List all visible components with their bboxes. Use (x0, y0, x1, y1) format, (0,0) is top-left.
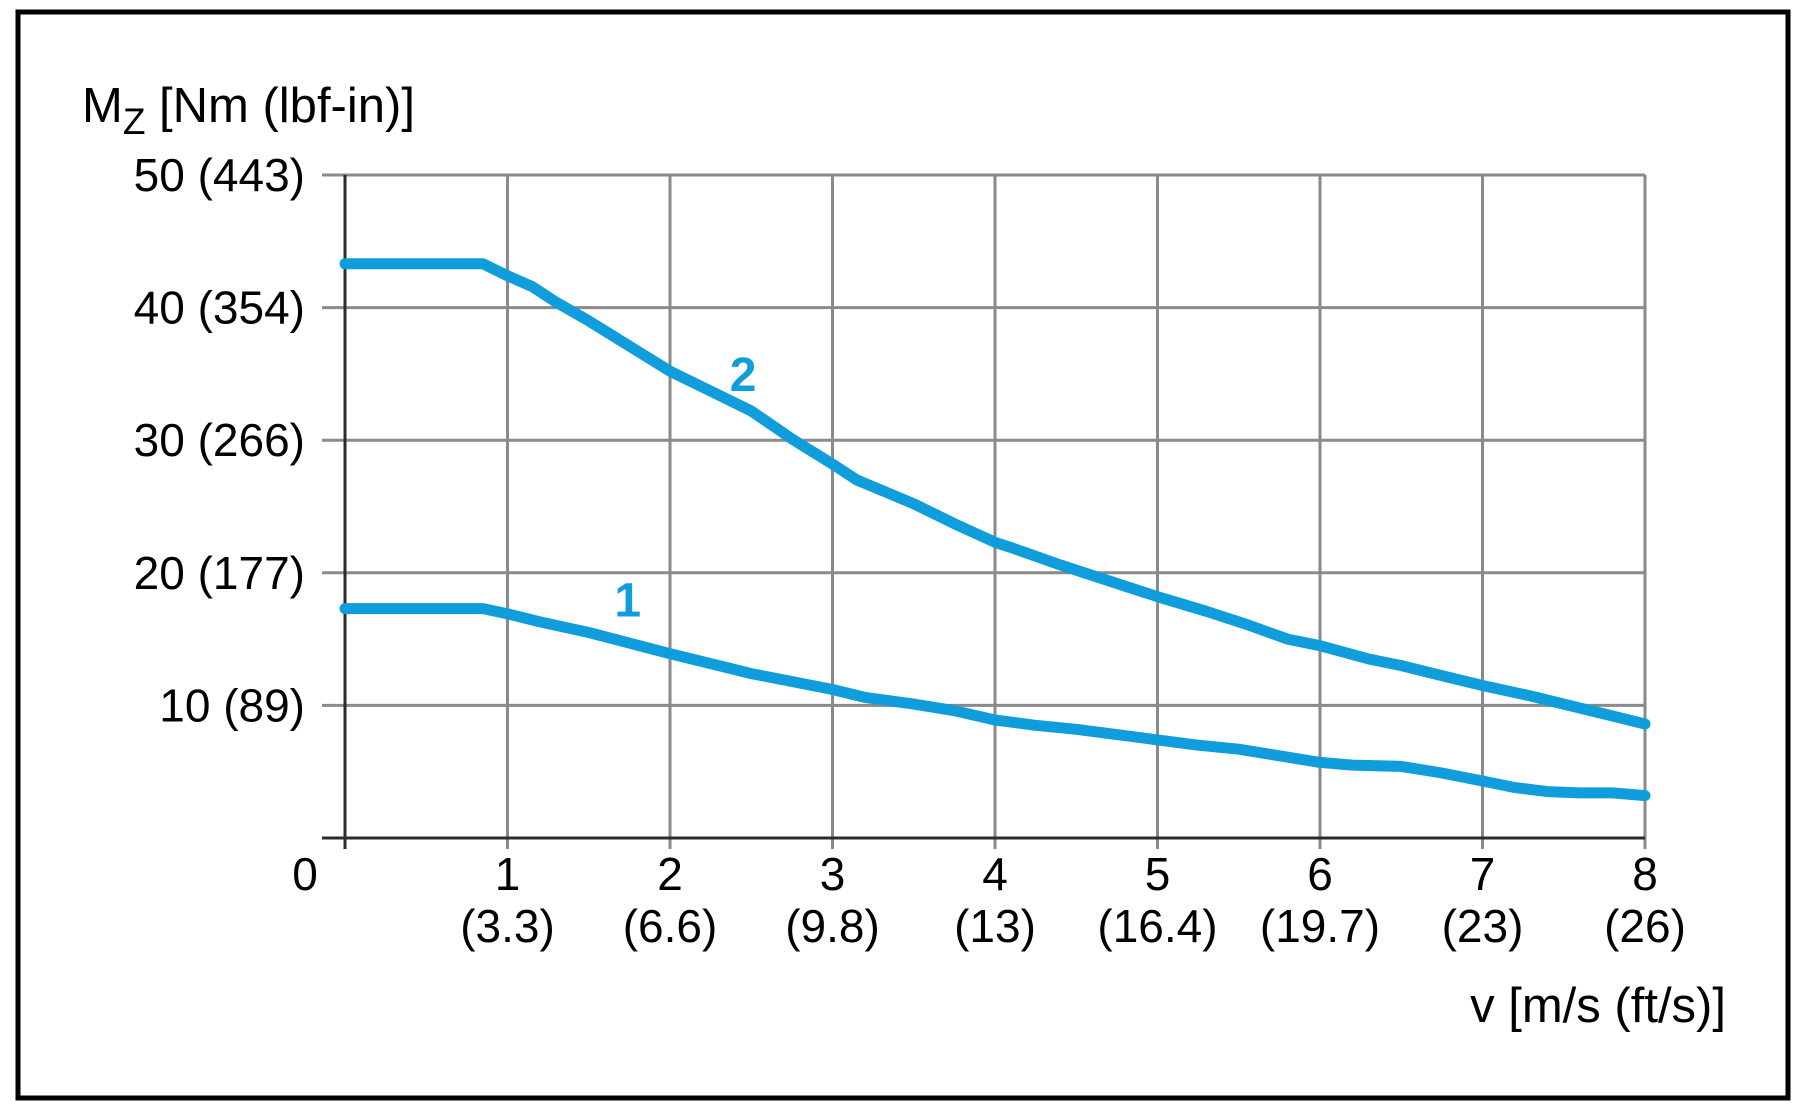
x-tick-label-2: 2 (657, 848, 683, 900)
x-tick-sublabel-2: (6.6) (623, 900, 718, 952)
x-axis-title: v [m/s (ft/s)] (1470, 979, 1726, 1033)
x-tick-label-8: 8 (1632, 848, 1658, 900)
curve-2 (339, 258, 1651, 730)
curves: 12 (339, 258, 1651, 802)
y-axis-title-subscript: Z (123, 101, 146, 142)
x-tick-label-1: 1 (495, 848, 521, 900)
x-tick-sublabel-1: (3.3) (460, 900, 555, 952)
gridlines (322, 173, 1647, 849)
x-tick-label-0: 0 (292, 848, 318, 900)
y-tick-label-30: 30 (266) (134, 414, 305, 466)
x-tick-sublabel-5: (16.4) (1097, 900, 1217, 952)
x-tick-sublabel-3: (9.8) (785, 900, 880, 952)
y-tick-label-40: 40 (354) (134, 282, 305, 334)
curve-label-1: 1 (614, 574, 641, 627)
y-tick-label-10: 10 (89) (159, 679, 305, 731)
x-tick-label-3: 3 (820, 848, 846, 900)
x-tick-label-5: 5 (1145, 848, 1171, 900)
y-tick-label-50: 50 (443) (134, 149, 305, 201)
curve-label-2: 2 (730, 349, 757, 402)
x-tick-label-6: 6 (1307, 848, 1333, 900)
y-axis-title-units: [Nm (lbf-in)] (145, 79, 415, 133)
x-tick-sublabel-7: (23) (1442, 900, 1524, 952)
curve-1 (339, 603, 1651, 802)
x-tick-sublabel-6: (19.7) (1260, 900, 1380, 952)
y-axis-title: MZ [Nm (lbf-in)] (82, 79, 415, 142)
outer-border (15, 9, 1791, 1101)
x-tick-sublabel-8: (26) (1604, 900, 1686, 952)
x-tick-label-4: 4 (982, 848, 1008, 900)
x-tick-sublabel-4: (13) (954, 900, 1036, 952)
tick-labels: 0 1(3.3)2(6.6)3(9.8)4(13)5(16.4)6(19.7)7(… (134, 149, 1686, 952)
y-tick-label-20: 20 (177) (134, 547, 305, 599)
x-tick-label-7: 7 (1470, 848, 1496, 900)
y-axis-title-symbol: M (82, 79, 123, 133)
axes (322, 175, 1645, 849)
